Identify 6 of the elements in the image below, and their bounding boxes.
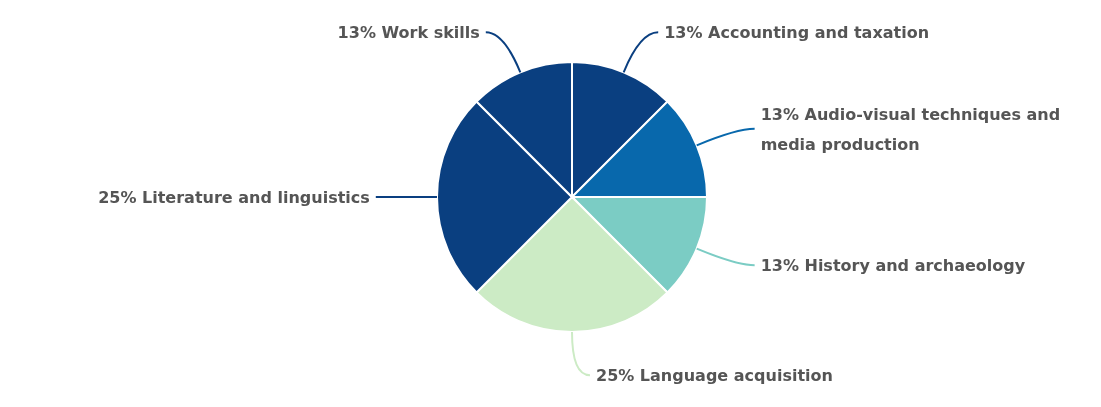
slice-label: 25% Language acquisition [596, 366, 833, 386]
slice-label: 13% Audio-visual techniques and media production [760, 104, 1061, 154]
slice-label: 13% Accounting and taxation [664, 23, 930, 43]
slice-label: 13% Work skills [337, 23, 480, 43]
slice-label: 13% History and archaeology [760, 256, 1026, 276]
slice-label: 25% Literature and linguistics [98, 188, 370, 207]
